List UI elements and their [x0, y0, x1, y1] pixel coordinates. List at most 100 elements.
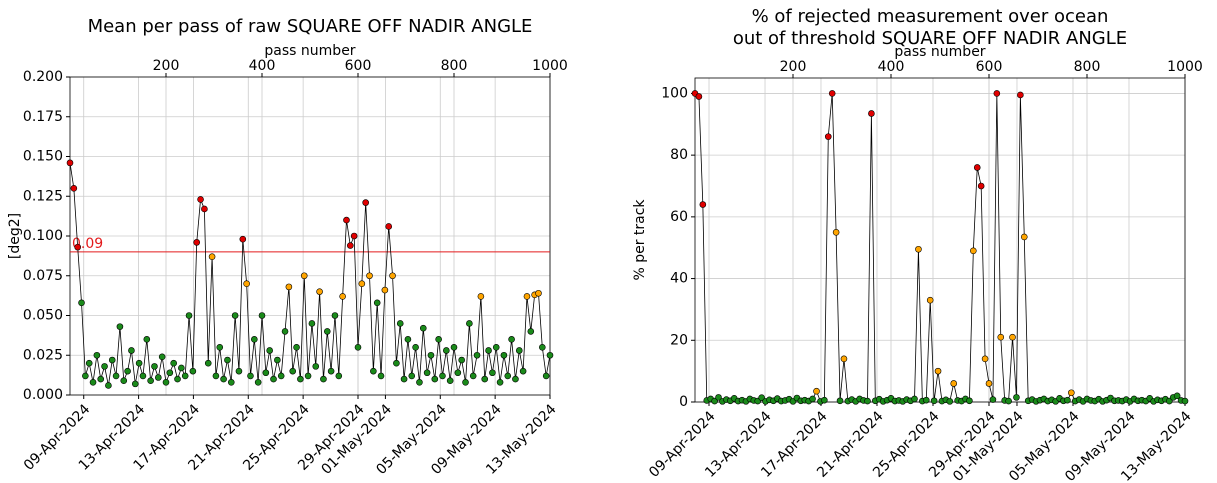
data-point [1181, 397, 1189, 405]
data-point [312, 363, 320, 370]
data-point [439, 372, 446, 380]
y-tick-label: 40 [670, 271, 688, 287]
data-point [416, 378, 423, 386]
data-point [254, 378, 262, 386]
data-point [235, 367, 243, 375]
data-point [930, 397, 938, 405]
data-point [431, 375, 439, 383]
data-point [224, 356, 231, 364]
data-point [128, 347, 135, 354]
data-point [1064, 396, 1071, 404]
data-point [266, 347, 273, 354]
data-point [496, 378, 504, 386]
data-point [293, 343, 300, 351]
data-point [93, 351, 101, 359]
data-point [162, 378, 170, 386]
data-point [189, 367, 197, 375]
data-point [270, 375, 277, 383]
data-point [350, 232, 358, 240]
data-point [370, 367, 377, 375]
data-point [155, 374, 162, 381]
data-point [500, 351, 508, 359]
data-point [231, 312, 239, 319]
data-point [512, 375, 519, 383]
data-point [227, 378, 235, 386]
data-point [393, 359, 400, 367]
x2-tick-label: 1000 [1167, 59, 1203, 75]
data-point [108, 356, 116, 364]
data-point [97, 375, 105, 383]
data-point [1020, 233, 1028, 241]
data-point [178, 364, 185, 372]
data-point [277, 372, 285, 380]
data-point [289, 367, 297, 375]
data-point [997, 333, 1005, 341]
data-point [274, 356, 281, 364]
data-point [504, 372, 512, 380]
x2-tick-label: 200 [780, 59, 807, 75]
data-point [331, 312, 339, 319]
data-point [66, 159, 74, 167]
data-point [74, 243, 81, 251]
y-tick-label: 0.200 [23, 69, 63, 85]
y-tick-label: 0 [679, 394, 688, 410]
data-point [454, 369, 462, 377]
data-point [193, 239, 201, 246]
data-point [508, 336, 515, 343]
data-point [247, 372, 254, 380]
data-point [105, 382, 112, 389]
data-point [389, 272, 396, 280]
data-point [539, 343, 546, 351]
data-point [185, 312, 193, 319]
data-point [922, 396, 930, 404]
data-point [251, 336, 258, 343]
data-point [809, 395, 816, 403]
y-tick-label: 100 [661, 85, 688, 101]
data-point [204, 359, 212, 367]
y-tick-label: 0.050 [23, 308, 63, 324]
data-point [1009, 333, 1016, 341]
data-point [699, 201, 707, 208]
data-point [320, 375, 327, 383]
data-point [124, 367, 131, 375]
data-point [970, 247, 977, 255]
data-point [985, 380, 993, 387]
data-point [542, 372, 550, 380]
data-point [915, 245, 922, 253]
data-point [281, 328, 289, 335]
x2-tick-label: 400 [249, 58, 276, 74]
data-point [170, 359, 177, 367]
data-point [285, 283, 293, 291]
data-point [358, 280, 366, 288]
data-point [404, 336, 412, 343]
data-point [527, 328, 535, 335]
data-point [836, 397, 844, 405]
data-point [840, 355, 848, 363]
data-point [400, 375, 408, 383]
data-point [1068, 389, 1075, 397]
data-point [243, 280, 250, 288]
y-axis-label: % per track [632, 199, 648, 281]
data-point [462, 378, 469, 386]
data-point [934, 367, 942, 375]
x2-axis-label: pass number [264, 43, 355, 59]
data-point [419, 324, 427, 332]
data-point [446, 377, 454, 384]
data-point [220, 375, 227, 383]
x2-tick-label: 1000 [532, 58, 568, 74]
data-point [381, 286, 389, 294]
data-point [304, 372, 312, 380]
y-tick-label: 0.150 [23, 149, 63, 165]
data-point [864, 397, 871, 405]
data-point [120, 377, 128, 384]
plot-frame [694, 77, 1186, 403]
data-point [485, 347, 492, 354]
data-point [316, 288, 323, 295]
data-point [377, 372, 385, 380]
data-point [147, 377, 154, 384]
data-point [89, 378, 97, 386]
x2-tick-label: 800 [441, 58, 468, 74]
data-point [715, 394, 722, 401]
chart-title: Mean per pass of raw SQUARE OFF NADIR AN… [88, 16, 533, 37]
data-point [354, 343, 362, 351]
